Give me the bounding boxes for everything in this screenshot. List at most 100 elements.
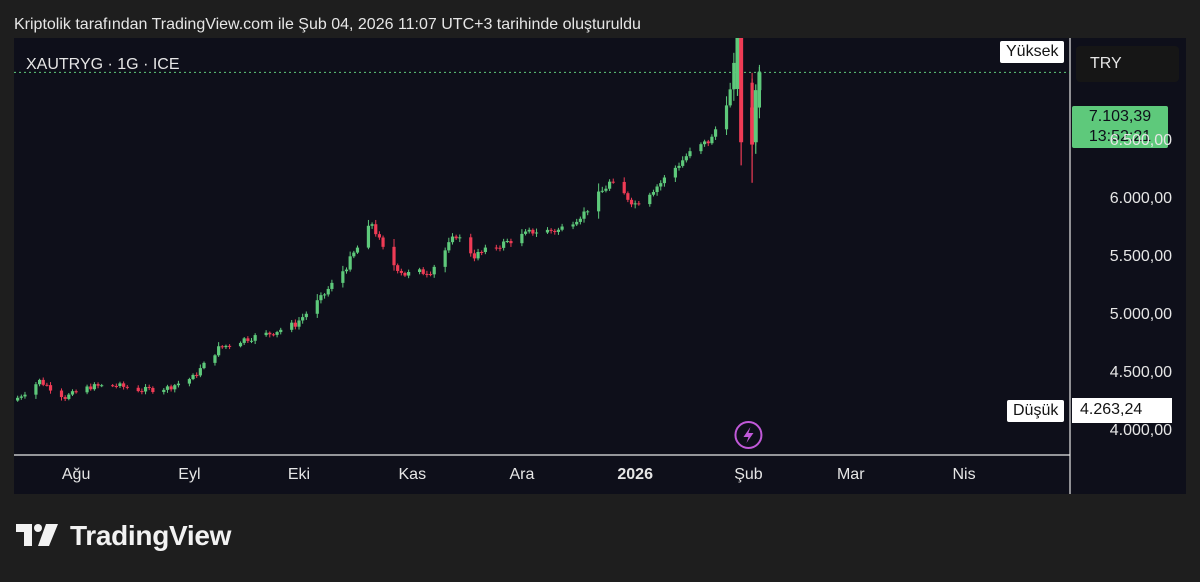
- candle-body: [249, 340, 254, 342]
- candle-body: [341, 271, 345, 283]
- candle-body: [523, 231, 528, 234]
- candle-body: [176, 383, 181, 386]
- candle-body: [70, 391, 75, 395]
- symbol-label[interactable]: XAUTRYG · 1G · ICE: [26, 56, 180, 73]
- candle-body: [428, 274, 433, 276]
- candle-body: [659, 183, 663, 187]
- currency-selector[interactable]: TRY: [1076, 46, 1179, 82]
- candle-body: [454, 236, 458, 239]
- candle-body: [290, 322, 294, 330]
- price-chart[interactable]: [14, 38, 1186, 494]
- tradingview-logo-icon: [16, 524, 58, 546]
- candle-body: [151, 387, 155, 393]
- candle-body: [553, 230, 557, 232]
- candle-body: [520, 233, 524, 244]
- candle-body: [348, 256, 352, 270]
- candle-body: [396, 265, 400, 271]
- candle-body: [494, 247, 498, 249]
- candle-body: [34, 384, 38, 395]
- candle-body: [626, 193, 630, 200]
- candle-body: [122, 383, 126, 387]
- price-tick-label: 5.500,00: [1109, 248, 1172, 266]
- candle-body: [502, 241, 506, 248]
- candle-body: [757, 72, 762, 91]
- candle-body: [735, 38, 740, 89]
- candle-body: [352, 252, 356, 257]
- price-tick-label: 4.500,00: [1109, 363, 1172, 381]
- candle-body: [728, 89, 732, 106]
- price-tick-label: 5.000,00: [1109, 306, 1172, 323]
- candle-body: [586, 211, 590, 213]
- candle-body: [162, 389, 166, 393]
- candle-body: [271, 334, 276, 336]
- candle-body: [136, 387, 140, 392]
- candle-body: [246, 338, 250, 341]
- candle-body: [45, 384, 49, 386]
- candle-body: [403, 272, 407, 276]
- candle-body: [297, 320, 301, 327]
- candle-body: [67, 394, 71, 399]
- candle-body: [41, 379, 45, 385]
- candle-body: [703, 141, 707, 145]
- candle-body: [458, 237, 462, 239]
- candle-body: [710, 136, 714, 144]
- candle-body: [377, 234, 381, 238]
- candle-body: [173, 385, 177, 390]
- candle-body: [268, 332, 272, 335]
- candle-body: [238, 342, 243, 347]
- candle-body: [545, 229, 550, 233]
- candle-body: [140, 391, 144, 393]
- candle-body: [326, 288, 330, 295]
- candle-body: [560, 226, 564, 230]
- candle-body: [739, 38, 744, 143]
- candle-body: [556, 229, 561, 232]
- candle-body: [750, 107, 755, 145]
- candle-body: [425, 273, 429, 275]
- candle-body: [578, 218, 582, 222]
- time-tick-label: Mar: [836, 466, 865, 483]
- candle-body: [531, 229, 535, 234]
- candle-body: [227, 345, 232, 347]
- candle-body: [648, 194, 652, 205]
- brand: TradingView: [16, 520, 231, 552]
- candle-body: [476, 251, 480, 259]
- candle-body: [611, 181, 615, 183]
- candle-body: [688, 151, 692, 157]
- candle-body: [651, 192, 656, 195]
- candle-body: [16, 397, 20, 401]
- candle-body: [374, 224, 378, 235]
- candle-body: [23, 394, 27, 397]
- candle-body: [125, 386, 129, 388]
- candle-body: [92, 384, 96, 390]
- candle-body: [549, 229, 553, 231]
- candle-body: [63, 397, 67, 399]
- candle-body: [147, 386, 151, 388]
- lightning-bolt-icon[interactable]: [734, 421, 763, 449]
- candle-body: [604, 188, 608, 191]
- candle-body: [100, 385, 104, 387]
- candle-body: [169, 386, 173, 390]
- candle-body: [469, 237, 473, 254]
- candle-body: [399, 270, 403, 273]
- candle-body: [629, 199, 634, 205]
- candle-body: [673, 167, 677, 178]
- candle-body: [275, 332, 279, 335]
- candle-body: [597, 191, 601, 212]
- candle-body: [195, 374, 199, 376]
- time-tick-label: Kas: [398, 466, 427, 483]
- candle-body: [304, 313, 308, 318]
- chart-panel[interactable]: XAUTRYG · 1G · ICE TRY Yüksek Düşük 4.26…: [14, 38, 1186, 494]
- high-label: Yüksek: [1000, 41, 1065, 63]
- candle-body: [322, 294, 327, 296]
- candle-body: [447, 242, 451, 251]
- candle-body: [264, 332, 268, 336]
- candle-body: [370, 224, 374, 226]
- time-tick-label: Şub: [734, 466, 763, 483]
- candle-body: [571, 224, 575, 227]
- candle-body: [48, 385, 53, 391]
- candle-body: [355, 247, 360, 253]
- candle-body: [187, 379, 191, 384]
- candle-body: [443, 250, 447, 267]
- candle-body: [527, 229, 531, 232]
- candle-body: [96, 384, 100, 386]
